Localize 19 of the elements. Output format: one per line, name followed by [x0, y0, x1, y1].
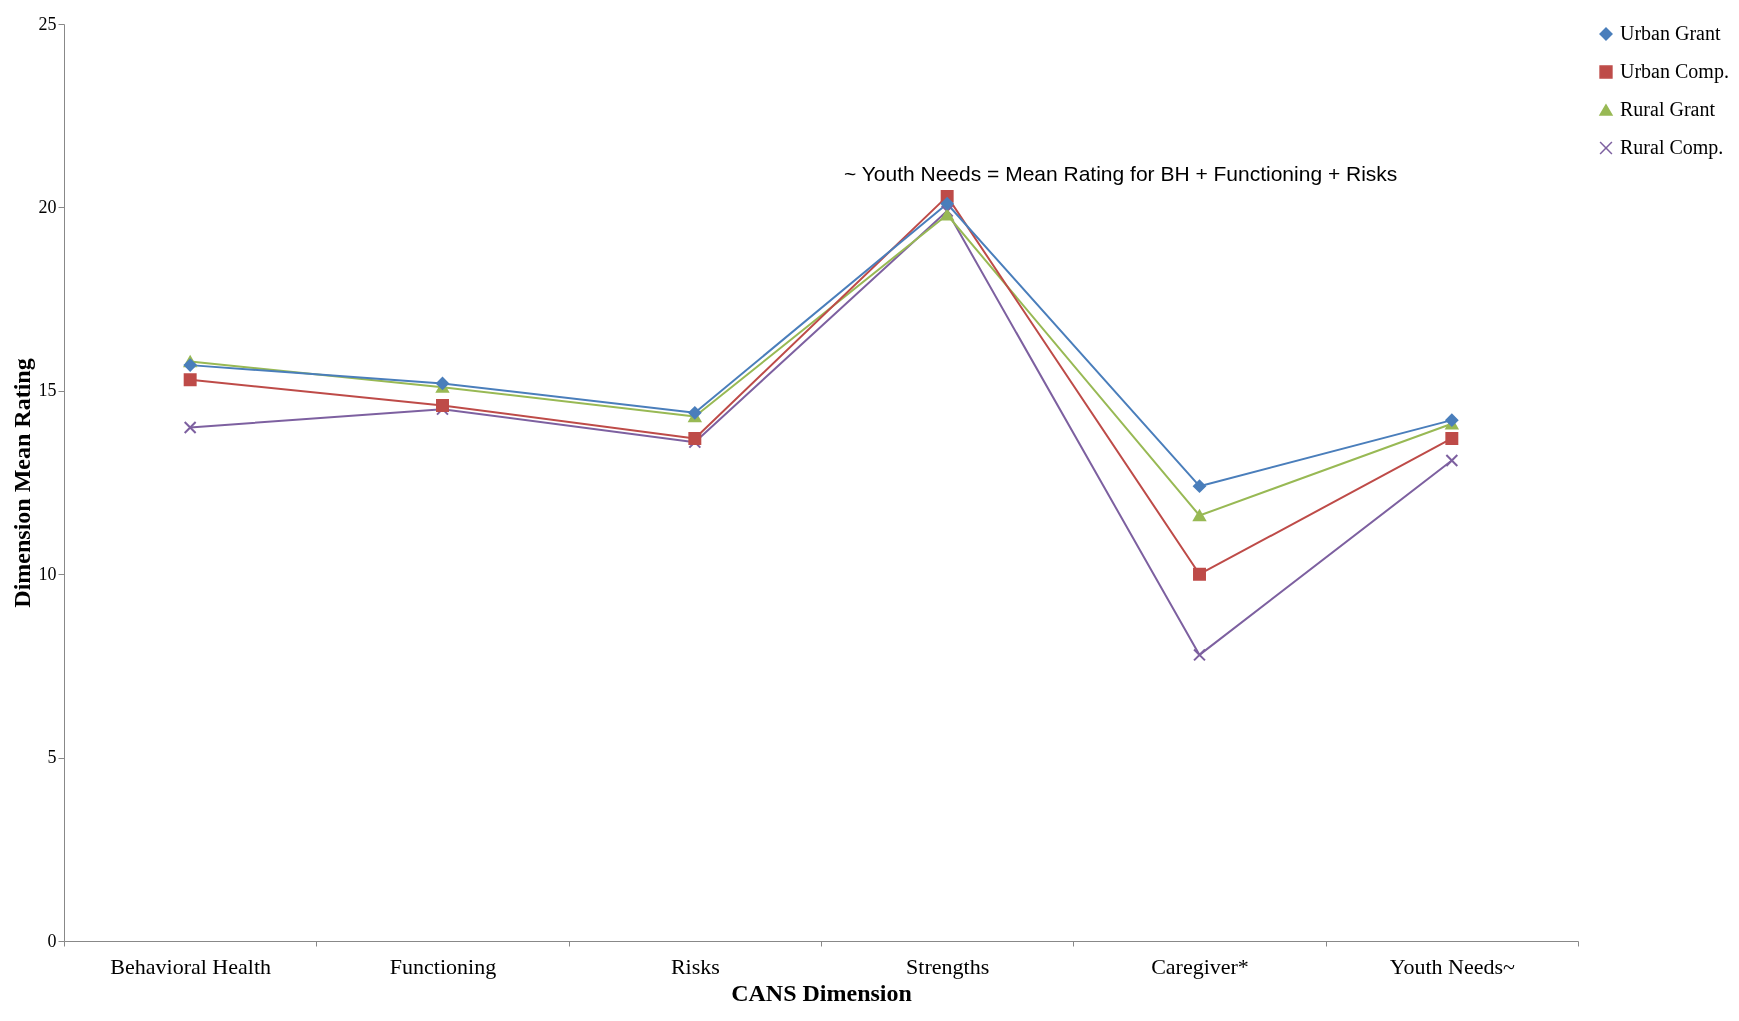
x-tick-label: Risks [670, 953, 720, 979]
y-tick-label: 25 [38, 13, 57, 34]
legend-label: Urban Comp. [1620, 60, 1729, 83]
x-tick-label: Functioning [389, 953, 497, 979]
y-tick-label: 20 [38, 196, 57, 217]
y-tick-label: 10 [38, 563, 57, 584]
y-tick-label: 0 [47, 930, 57, 951]
y-tick-label: 15 [38, 380, 57, 401]
x-tick-label: Behavioral Health [110, 953, 271, 979]
legend-label: Rural Grant [1620, 98, 1716, 120]
legend-label: Urban Grant [1620, 22, 1721, 44]
x-tick-label: Youth Needs~ [1389, 953, 1516, 979]
y-tick-label: 5 [47, 747, 57, 768]
annotation: ~ Youth Needs = Mean Rating for BH + Functioning + Risks [844, 162, 1398, 185]
y-axis-title: Dimension Mean Rating [8, 358, 35, 608]
x-tick-label: Caregiver* [1151, 953, 1249, 979]
x-axis-title: CANS Dimension [731, 979, 912, 1006]
x-tick-label: Strengths [906, 953, 990, 979]
legend-label: Rural Comp. [1620, 136, 1724, 159]
